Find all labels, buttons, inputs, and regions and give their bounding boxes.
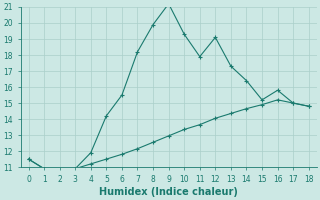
X-axis label: Humidex (Indice chaleur): Humidex (Indice chaleur) xyxy=(99,187,238,197)
